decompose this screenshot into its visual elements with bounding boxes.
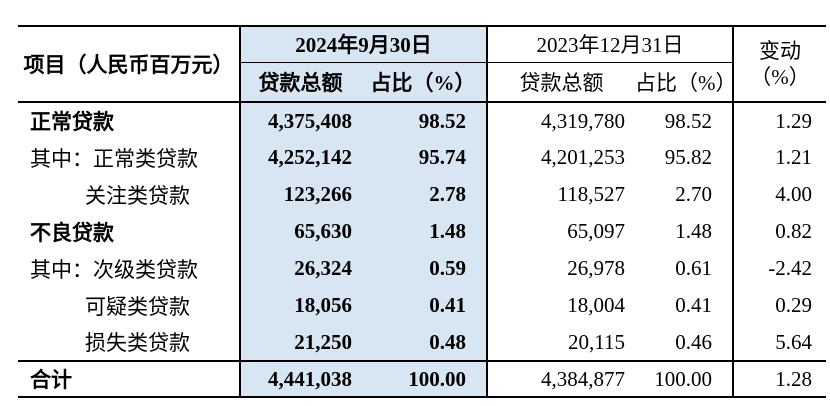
ratio-2024-cell: 0.41 <box>360 287 487 324</box>
change-cell: 4.00 <box>732 176 826 213</box>
row-label: 正常贷款 <box>30 110 114 134</box>
ratio-2024-cell: 0.48 <box>360 324 487 361</box>
table-row-npl: 不良贷款 65,630 1.48 65,097 1.48 0.82 <box>18 213 826 250</box>
ratio-2023-cell: 0.46 <box>675 329 712 354</box>
table-row-pass-loans: 其中：正常类贷款 4,252,142 95.74 4,201,253 95.82… <box>18 139 826 176</box>
change-cell: 0.82 <box>732 213 826 250</box>
change-cell: -2.42 <box>732 250 826 287</box>
subheader-loan-total-2024: 贷款总额 <box>239 62 360 103</box>
ratio-2023-cell: 98.52 <box>664 108 712 133</box>
group-header-2024: 2024年9月30日 <box>239 26 487 63</box>
loan-2024-cell: 4,441,038 <box>239 360 360 397</box>
subheader-loan-total-2023: 贷款总额 <box>486 62 635 103</box>
change-cell: 1.21 <box>732 139 826 176</box>
table-row-total: 合计 4,441,038 100.00 4,384,877 100.00 1.2… <box>18 360 826 397</box>
row-label: 损失类贷款 <box>85 331 190 355</box>
ratio-2023-cell: 2.70 <box>675 182 712 206</box>
row-label: 其中：次级类贷款 <box>30 257 198 282</box>
row-label: 合计 <box>18 360 240 397</box>
change-cell: 5.64 <box>732 324 826 361</box>
ratio-2023-cell: 100.00 <box>635 360 733 397</box>
loan-2024-cell: 123,266 <box>239 176 360 213</box>
loan-2024-cell: 21,250 <box>239 324 360 361</box>
ratio-2023-cell: 1.48 <box>675 219 712 243</box>
row-label: 其中：正常类贷款 <box>30 146 198 171</box>
table-row-loss-loans: 损失类贷款 21,250 0.48 20,115 0.46 5.64 <box>18 324 826 361</box>
ratio-2024-cell: 2.78 <box>360 176 487 213</box>
loan-2024-cell: 26,324 <box>239 250 360 287</box>
change-header-line1: 变动 <box>759 39 801 63</box>
row-label: 可疑类贷款 <box>85 294 190 319</box>
ratio-2024-cell: 1.48 <box>360 213 487 250</box>
change-header-line2: （%） <box>750 65 810 89</box>
loan-2023-cell: 18,004 <box>486 287 635 324</box>
group-header-2023: 2023年12月31日 <box>486 26 733 63</box>
header-row-dates: 项目（人民币百万元） 2024年9月30日 2023年12月31日 变动 （%） <box>18 26 826 103</box>
row-label: 关注类贷款 <box>85 183 190 208</box>
header-row-subcolumns: 贷款总额 占比（%） 贷款总额 占比（%） <box>18 62 826 103</box>
loan-2024-cell: 4,375,408 <box>239 102 360 139</box>
loan-2023-cell: 118,527 <box>486 176 635 213</box>
change-cell: 1.29 <box>732 102 826 139</box>
ratio-2024-cell: 0.59 <box>360 250 487 287</box>
ratio-2023-cell: 95.82 <box>664 145 712 169</box>
table-row-normal-loans: 正常贷款 4,375,408 98.52 4,319,780 98.52 1.2… <box>18 102 826 139</box>
ratio-2023-cell: 0.41 <box>675 293 712 317</box>
loan-quality-table-wrap: 项目（人民币百万元） 2024年9月30日 2023年12月31日 变动 （%）… <box>18 25 826 398</box>
loan-2023-cell: 4,384,877 <box>486 360 635 397</box>
loan-2023-cell: 4,201,253 <box>486 139 635 176</box>
subheader-ratio-2024: 占比（%） <box>360 62 487 103</box>
loan-2024-cell: 4,252,142 <box>239 139 360 176</box>
change-cell: 0.29 <box>732 287 826 324</box>
loan-2024-cell: 18,056 <box>239 287 360 324</box>
subheader-ratio-2023: 占比（%） <box>635 62 737 103</box>
change-cell: 1.28 <box>732 360 826 397</box>
ratio-2024-cell: 100.00 <box>360 360 487 397</box>
row-label: 不良贷款 <box>30 220 114 245</box>
ratio-2023-cell: 0.61 <box>675 256 712 280</box>
loan-2024-cell: 65,630 <box>239 213 360 250</box>
change-column-header: 变动 （%） <box>732 26 826 103</box>
ratio-2024-cell: 95.74 <box>360 139 487 176</box>
loan-2023-cell: 65,097 <box>486 213 635 250</box>
table-row-doubtful-loans: 可疑类贷款 18,056 0.41 18,004 0.41 0.29 <box>18 287 826 324</box>
project-column-header: 项目（人民币百万元） <box>18 26 240 103</box>
loan-2023-cell: 4,319,780 <box>486 102 635 139</box>
table-row-substandard-loans: 其中：次级类贷款 26,324 0.59 26,978 0.61 -2.42 <box>18 250 826 287</box>
table-row-special-mention-loans: 关注类贷款 123,266 2.78 118,527 2.70 4.00 <box>18 176 826 213</box>
loan-2023-cell: 20,115 <box>486 324 635 361</box>
loan-quality-table: 项目（人民币百万元） 2024年9月30日 2023年12月31日 变动 （%）… <box>18 25 826 398</box>
ratio-2024-cell: 98.52 <box>360 102 487 139</box>
loan-2023-cell: 26,978 <box>486 250 635 287</box>
